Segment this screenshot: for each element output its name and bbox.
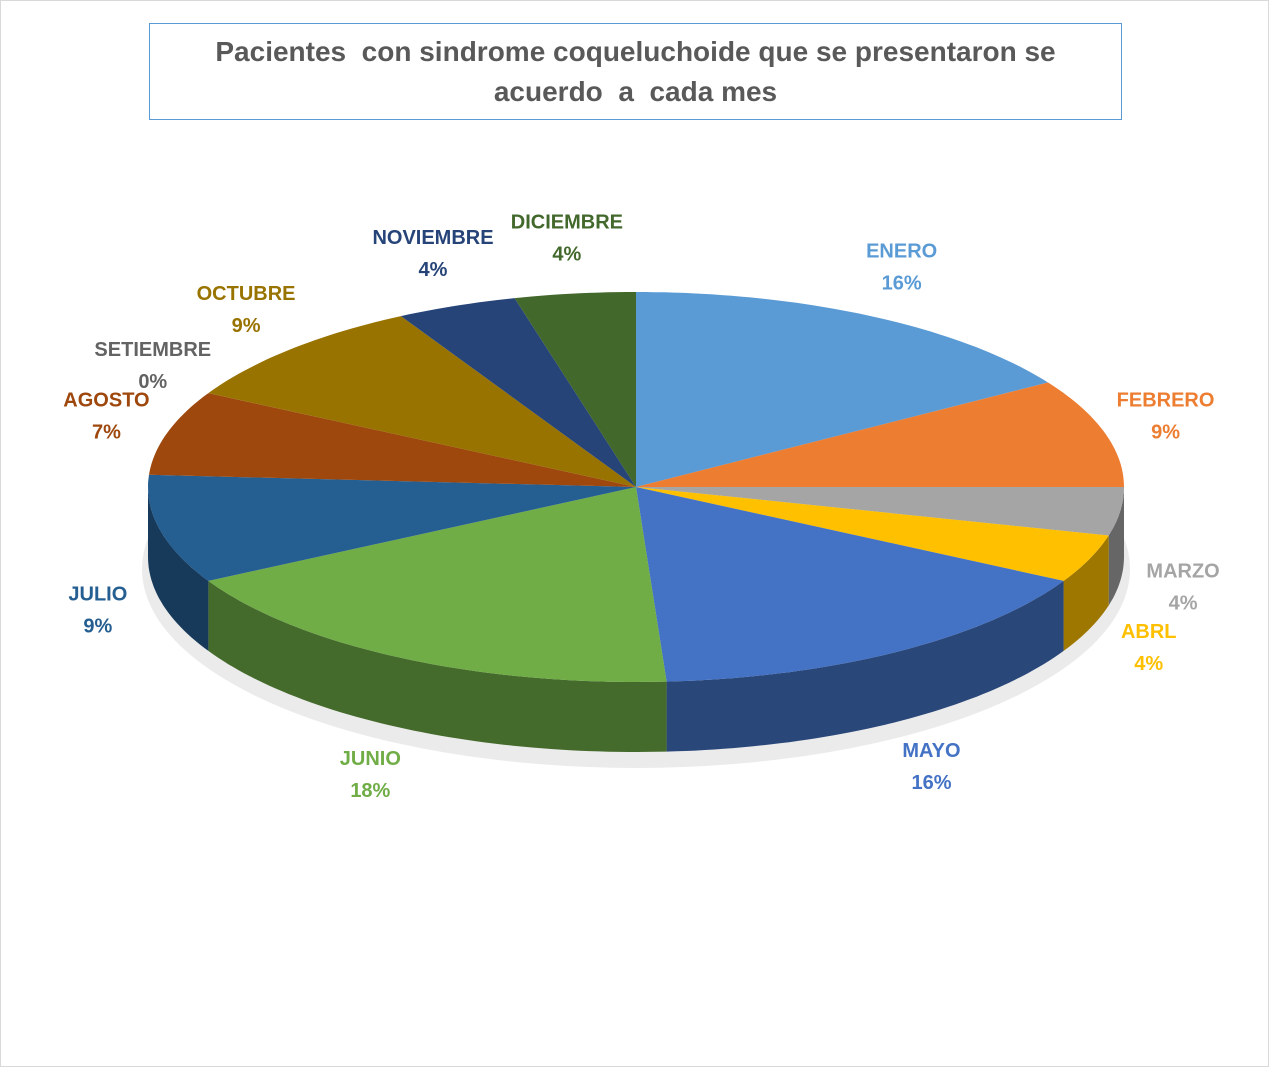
data-label-name: SETIEMBRE	[94, 339, 211, 361]
data-label-value: 4%	[419, 259, 448, 281]
slice	[400, 298, 636, 487]
data-label-value: 4%	[1169, 593, 1198, 615]
slice-side	[148, 487, 209, 651]
data-label-value: 16%	[911, 772, 951, 794]
slice-side	[1063, 535, 1109, 651]
slice	[514, 292, 636, 487]
slice	[208, 316, 636, 487]
chart-title: Pacientes con sindrome coqueluchoide que…	[149, 23, 1122, 120]
data-label-name: DICIEMBRE	[511, 212, 623, 234]
data-label-value: 0%	[138, 371, 167, 393]
data-label-value: 9%	[232, 315, 261, 337]
data-label-value: 9%	[1151, 422, 1180, 444]
data-label-value: 7%	[92, 422, 121, 444]
slice	[636, 487, 1124, 536]
data-label-value: 4%	[552, 244, 581, 266]
slice-side	[1108, 487, 1124, 606]
slice	[636, 487, 1109, 581]
data-label-value: 18%	[350, 780, 390, 802]
slice-side	[208, 580, 667, 752]
data-label-name: JUNIO	[340, 748, 401, 770]
data-label-name: JULIO	[68, 584, 127, 606]
slice	[636, 382, 1124, 487]
data-label-name: FEBRERO	[1117, 390, 1215, 412]
slice	[636, 487, 1064, 682]
data-label-value: 4%	[1134, 653, 1163, 675]
data-label-name: ENERO	[866, 241, 937, 263]
data-label-name: MARZO	[1146, 561, 1219, 583]
slice	[636, 292, 1048, 487]
data-label-name: NOVIEMBRE	[372, 227, 493, 249]
slice	[208, 487, 667, 682]
data-label-name: MAYO	[902, 740, 960, 762]
slice-side	[666, 580, 1064, 752]
slice	[148, 474, 636, 581]
slice	[149, 393, 636, 487]
data-label-value: 16%	[882, 273, 922, 295]
data-label-name: AGOSTO	[63, 390, 149, 412]
data-label-name: ABRL	[1121, 621, 1177, 643]
data-label-name: OCTUBRE	[197, 283, 296, 305]
data-label-value: 9%	[83, 616, 112, 638]
